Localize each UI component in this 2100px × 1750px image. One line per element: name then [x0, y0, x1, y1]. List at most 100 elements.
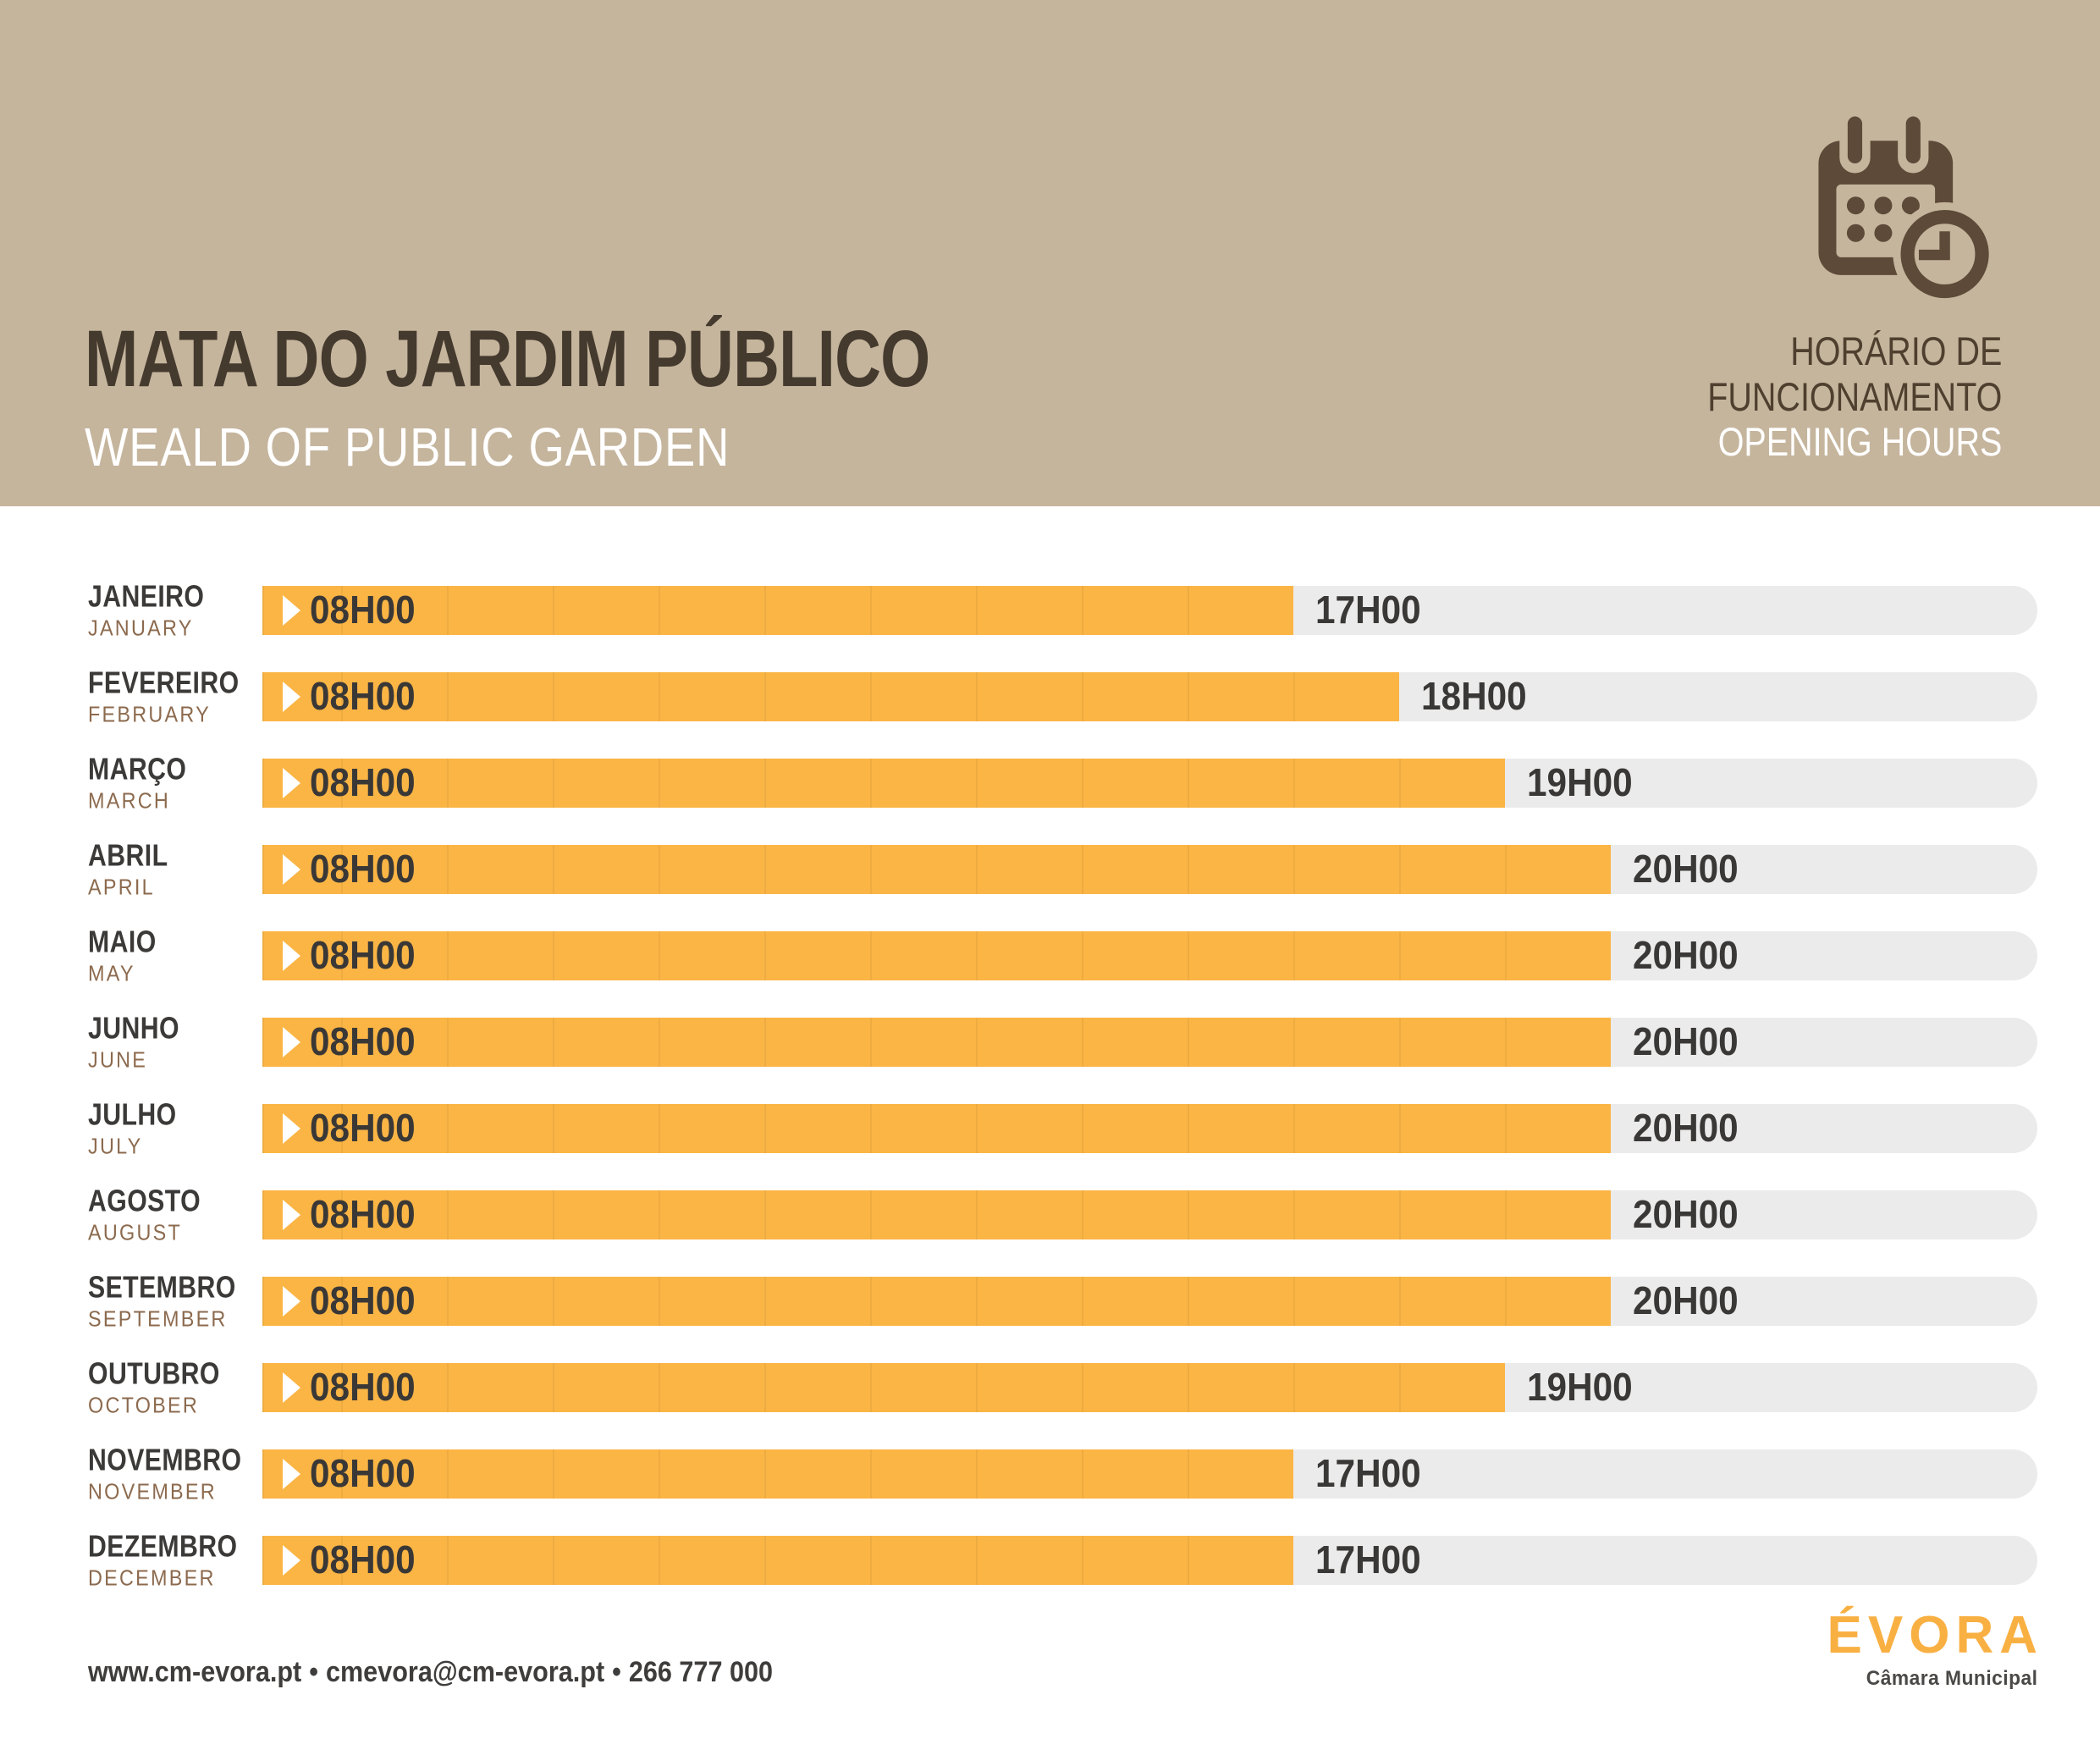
close-time-label: 17H00 [1315, 1537, 1421, 1582]
month-label: SETEMBRO SEPTEMBER [88, 1269, 262, 1332]
hours-bar-fill: 08H00 [262, 1018, 1612, 1067]
month-label: JULHO JULY [88, 1096, 262, 1159]
hours-bar-fill: 08H00 [262, 1536, 1293, 1585]
month-name-en: AUGUST [88, 1219, 183, 1245]
month-name-pt: MARÇO [88, 751, 187, 787]
month-name-pt: JUNHO [88, 1010, 179, 1046]
title-block: MATA DO JARDIM PÚBLICO WEALD OF PUBLIC G… [85, 314, 1141, 478]
month-name-pt: MAIO [88, 924, 157, 959]
hours-bar-fill: 08H00 [262, 1104, 1612, 1153]
play-arrow-icon [283, 682, 300, 712]
schedule-row: NOVEMBRO NOVEMBER 08H00 17H00 [88, 1444, 2037, 1504]
close-time-label: 17H00 [1315, 587, 1421, 632]
schedule-row: OUTUBRO OCTOBER 08H00 19H00 [88, 1357, 2037, 1418]
month-name-en: SEPTEMBER [88, 1306, 228, 1332]
open-time-label: 08H00 [310, 587, 416, 632]
schedule-row: JULHO JULY 08H00 20H00 [88, 1098, 2037, 1159]
close-time-label: 19H00 [1526, 759, 1633, 804]
hours-bar-fill: 08H00 [262, 1277, 1612, 1326]
open-time-label: 08H00 [310, 1278, 416, 1322]
hours-bar-track: 08H00 20H00 [262, 1104, 2037, 1153]
hours-bar-track: 08H00 19H00 [262, 1363, 2037, 1412]
play-arrow-icon [283, 1200, 300, 1230]
page-subtitle: WEALD OF PUBLIC GARDEN [85, 417, 730, 478]
month-name-pt: SETEMBRO [88, 1269, 236, 1305]
schedule-row: ABRIL APRIL 08H00 20H00 [88, 839, 2037, 900]
close-time-label: 20H00 [1633, 846, 1739, 891]
month-name-en: APRIL [88, 874, 155, 900]
close-time-label: 20H00 [1633, 932, 1739, 977]
play-arrow-icon [283, 941, 300, 971]
open-time-label: 08H00 [310, 1191, 416, 1236]
schedule-row: MAIO MAY 08H00 20H00 [88, 925, 2037, 986]
evora-municipality-logo: ÉVORA Câmara Municipal [1827, 1609, 2037, 1689]
email-link[interactable]: cmevora@cm-evora.pt [325, 1656, 605, 1688]
hours-title-pt-line1: HORÁRIO DE [1789, 328, 2002, 373]
play-arrow-icon [283, 1372, 300, 1403]
close-time-label: 17H00 [1315, 1450, 1421, 1495]
month-name-pt: JULHO [88, 1096, 177, 1132]
close-time-label: 18H00 [1420, 673, 1527, 718]
hours-bar-fill: 08H00 [262, 1449, 1293, 1499]
play-arrow-icon [283, 1459, 300, 1489]
month-name-pt: OUTUBRO [88, 1355, 220, 1391]
month-name-pt: AGOSTO [88, 1183, 201, 1218]
hours-bar-fill: 08H00 [262, 1363, 1505, 1412]
play-arrow-icon [283, 1027, 300, 1057]
month-label: FEVEREIRO FEBRUARY [88, 666, 262, 727]
open-time-label: 08H00 [310, 673, 416, 718]
close-time-label: 20H00 [1633, 1019, 1739, 1063]
month-label: JANEIRO JANUARY [88, 578, 262, 641]
open-time-label: 08H00 [310, 1105, 416, 1150]
hours-bar-track: 08H00 20H00 [262, 1190, 2037, 1239]
open-time-label: 08H00 [310, 846, 416, 891]
month-name-pt: NOVEMBRO [88, 1442, 242, 1477]
month-name-en: MARCH [88, 787, 171, 814]
separator-dot: • [309, 1656, 318, 1688]
play-arrow-icon [283, 768, 300, 798]
close-time-label: 20H00 [1633, 1278, 1739, 1322]
calendar-clock-icon [1807, 108, 1997, 315]
contact-info: www.cm-evora.pt • cmevora@cm-evora.pt • 266 … [88, 1655, 773, 1689]
schedule-row: JANEIRO JANUARY 08H00 17H00 [88, 580, 2037, 641]
hours-bar-track: 08H00 17H00 [262, 1536, 2037, 1585]
play-arrow-icon [283, 1545, 300, 1576]
hours-title-pt-line2: FUNCIONAMENTO [1706, 373, 2002, 419]
close-time-label: 20H00 [1633, 1191, 1739, 1236]
month-label: AGOSTO AUGUST [88, 1183, 262, 1245]
hours-bar-fill: 08H00 [262, 1190, 1612, 1239]
month-label: DEZEMBRO DECEMBER [88, 1528, 262, 1591]
hours-bar-fill: 08H00 [262, 845, 1612, 894]
header: MATA DO JARDIM PÚBLICO WEALD OF PUBLIC G… [0, 0, 2100, 506]
schedule-row: DEZEMBRO DECEMBER 08H00 17H00 [88, 1530, 2037, 1591]
footer: www.cm-evora.pt • cmevora@cm-evora.pt • 266 … [88, 1609, 2037, 1689]
hours-bar-track: 08H00 17H00 [262, 1449, 2037, 1499]
hours-bar-track: 08H00 20H00 [262, 931, 2037, 980]
month-name-en: NOVEMBER [88, 1478, 217, 1504]
schedule-row: FEVEREIRO FEBRUARY 08H00 18H00 [88, 666, 2037, 727]
page-title: MATA DO JARDIM PÚBLICO [85, 314, 930, 404]
hours-bar-track: 08H00 20H00 [262, 1018, 2037, 1067]
month-label: NOVEMBRO NOVEMBER [88, 1444, 262, 1504]
hours-bar-fill: 08H00 [262, 759, 1505, 808]
logo-sub-text: Câmara Municipal [1866, 1667, 2037, 1690]
close-time-label: 19H00 [1526, 1364, 1633, 1409]
website-link[interactable]: www.cm-evora.pt [88, 1656, 302, 1688]
month-name-en: JANUARY [88, 615, 194, 641]
hours-bar-track: 08H00 18H00 [262, 672, 2037, 721]
logo-brand-text: ÉVORA [1827, 1606, 2043, 1664]
schedule-row: AGOSTO AUGUST 08H00 20H00 [88, 1184, 2037, 1245]
play-arrow-icon [283, 1113, 300, 1144]
hours-bar-track: 08H00 20H00 [262, 845, 2037, 894]
open-time-label: 08H00 [310, 1450, 416, 1495]
month-name-pt: JANEIRO [88, 578, 205, 614]
hours-bar-track: 08H00 17H00 [262, 586, 2037, 635]
month-name-pt: DEZEMBRO [88, 1528, 238, 1564]
hours-title-en: OPENING HOURS [1717, 419, 2002, 465]
hours-bar-track: 08H00 19H00 [262, 759, 2037, 808]
month-label: MAIO MAY [88, 924, 262, 986]
schedule-row: SETEMBRO SEPTEMBER 08H00 20H00 [88, 1271, 2037, 1332]
month-name-en: DECEMBER [88, 1565, 216, 1591]
month-label: ABRIL APRIL [88, 839, 262, 900]
